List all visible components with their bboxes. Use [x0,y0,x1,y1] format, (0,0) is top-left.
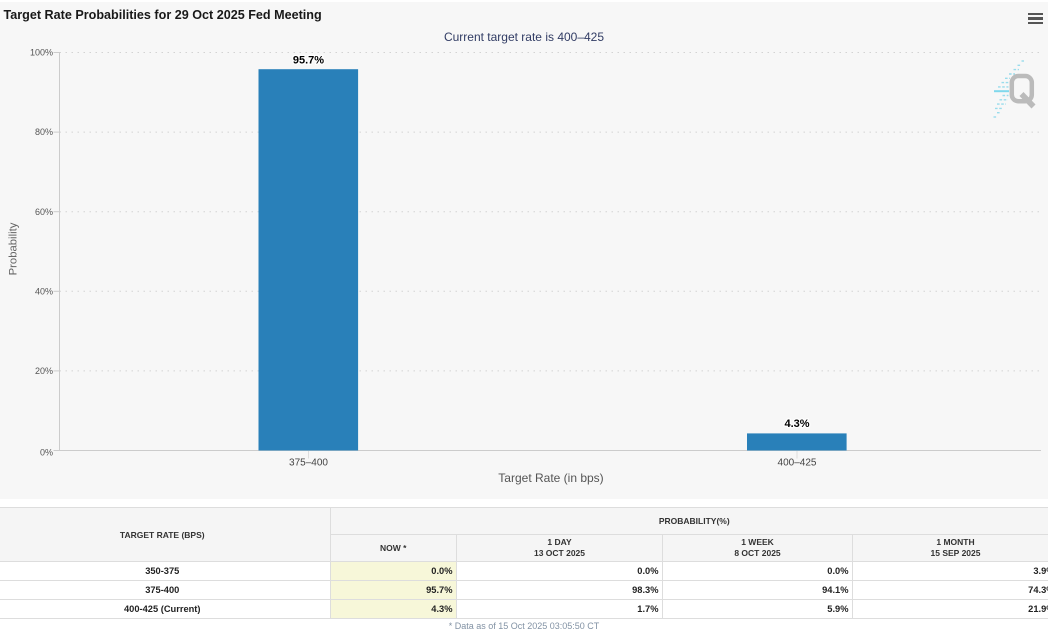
svg-text:400–425: 400–425 [778,457,817,468]
svg-text:20%: 20% [35,366,53,376]
svg-text:100%: 100% [30,48,53,58]
svg-text:40%: 40% [35,286,53,296]
svg-text:60%: 60% [35,207,53,217]
svg-text:Probability: Probability [8,222,20,275]
svg-text:0%: 0% [40,448,53,458]
svg-text:80%: 80% [35,127,53,137]
svg-text:95.7%: 95.7% [293,55,324,67]
svg-text:4.3%: 4.3% [784,418,809,430]
svg-text:Target Rate (in bps): Target Rate (in bps) [498,471,603,485]
svg-text:375–400: 375–400 [289,457,328,468]
